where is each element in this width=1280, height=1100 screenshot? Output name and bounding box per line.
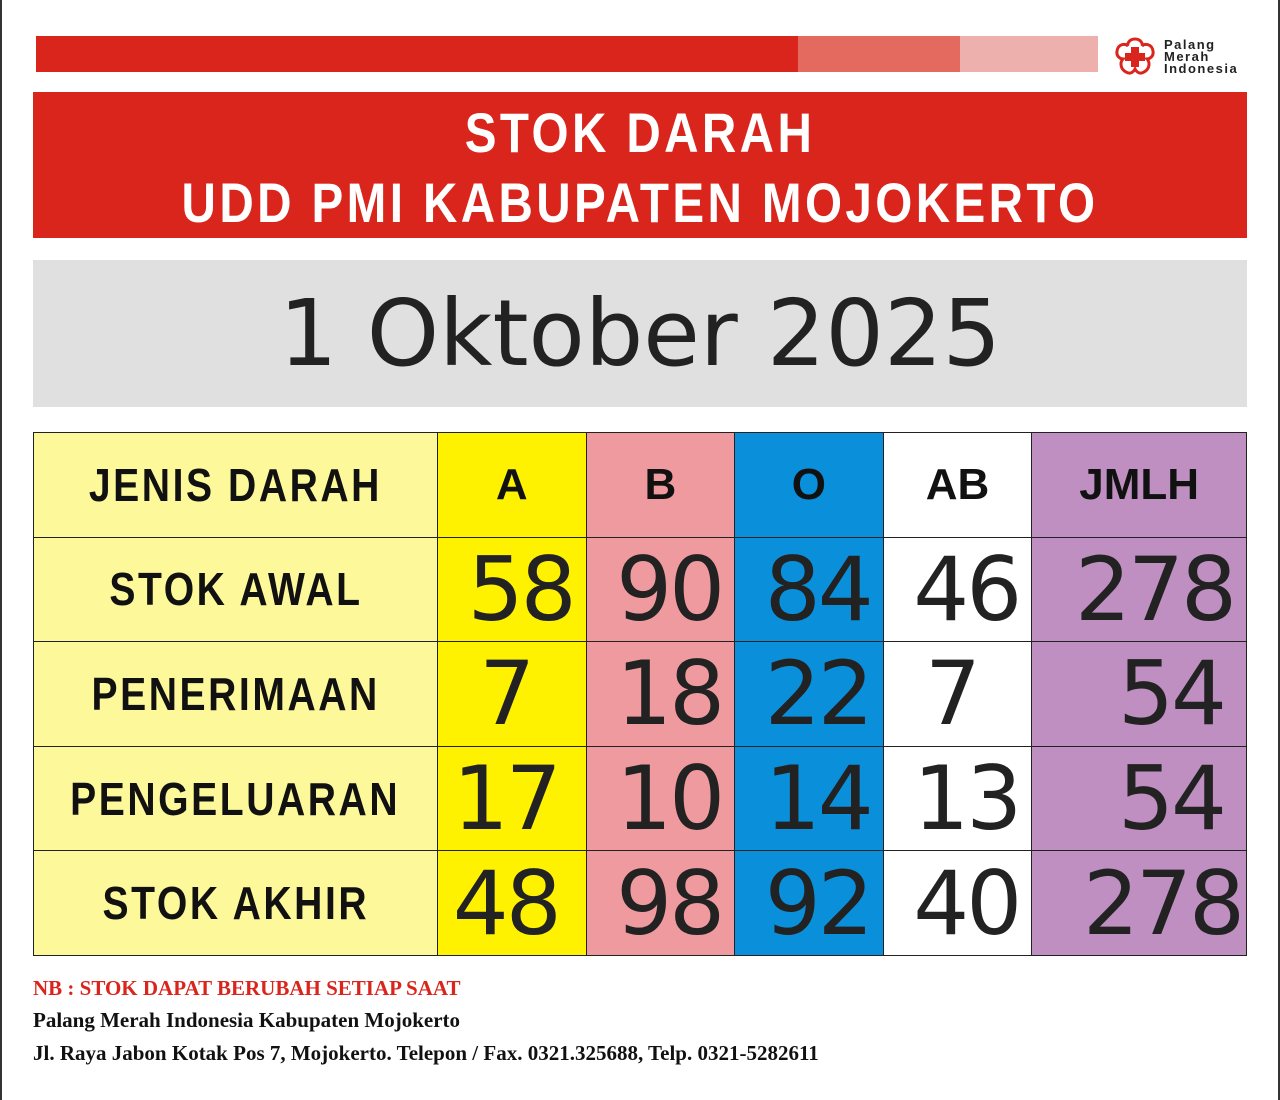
header-cell: A xyxy=(437,432,587,538)
value-cell: 92 xyxy=(734,850,884,956)
value-cell: 14 xyxy=(734,745,884,852)
value-cell: 7 xyxy=(882,641,1033,747)
value-cell: 48 xyxy=(437,850,587,956)
value-cell: 90 xyxy=(585,536,736,643)
value-cell: 7 xyxy=(437,641,587,747)
value-cell: 46 xyxy=(882,536,1033,643)
value-cell: 54 xyxy=(1031,641,1247,747)
logo-text-line: Merah xyxy=(1164,49,1210,64)
organization-address: Jl. Raya Jabon Kotak Pos 7, Mojokerto. T… xyxy=(33,1041,819,1065)
decor-bar-red xyxy=(36,36,798,72)
title-banner: STOK DARAH UDD PMI KABUPATEN MOJOKERTO xyxy=(33,92,1247,238)
table-row: PENGELUARAN 17 10 14 13 54 xyxy=(33,745,1247,852)
header-cell: JMLH xyxy=(1031,432,1247,538)
value-cell: 22 xyxy=(734,641,884,747)
header-cell: AB xyxy=(882,432,1033,538)
value-cell: 84 xyxy=(734,536,884,643)
row-label: STOK AKHIR xyxy=(33,850,438,956)
value-cell: 54 xyxy=(1031,745,1247,852)
date-banner: 1 Oktober 2025 xyxy=(33,260,1247,407)
row-label: PENERIMAAN xyxy=(33,641,438,747)
stock-note: NB : STOK DAPAT BERUBAH SETIAP SAAT xyxy=(33,976,461,1000)
header-cell: B xyxy=(585,432,736,538)
row-label: PENGELUARAN xyxy=(33,745,438,852)
value-cell: 278 xyxy=(1031,850,1247,956)
value-cell: 40 xyxy=(882,850,1033,956)
value-cell: 98 xyxy=(585,850,736,956)
value-cell: 18 xyxy=(585,641,736,747)
value-cell: 58 xyxy=(437,536,587,643)
table-row: STOK AWAL 58 90 84 46 278 xyxy=(33,536,1247,643)
blood-stock-table: JENIS DARAH A B O AB JMLH STOK AWAL 58 9… xyxy=(33,432,1247,956)
decor-bar-mid xyxy=(798,36,960,72)
row-label: STOK AWAL xyxy=(33,536,438,643)
table-header-row: JENIS DARAH A B O AB JMLH xyxy=(33,432,1247,538)
header-cell: O xyxy=(734,432,884,538)
organization-name: Palang Merah Indonesia Kabupaten Mojoker… xyxy=(33,1008,461,1032)
title-line-2: UDD PMI KABUPATEN MOJOKERTO xyxy=(181,171,1099,234)
table-row: PENERIMAAN 7 18 22 7 54 xyxy=(33,641,1247,747)
red-cross-flower-icon xyxy=(1115,37,1155,75)
value-cell: 17 xyxy=(437,745,587,852)
decor-bar-light xyxy=(960,36,1098,72)
table-row: STOK AKHIR 48 98 92 40 278 xyxy=(33,850,1247,956)
value-cell: 278 xyxy=(1031,536,1247,643)
pmi-logo: Palang Merah Indonesia xyxy=(1114,36,1238,78)
title-line-1: STOK DARAH xyxy=(464,101,816,164)
value-cell: 13 xyxy=(882,745,1033,852)
logo-text-line: Indonesia xyxy=(1164,61,1239,76)
value-cell: 10 xyxy=(585,745,736,852)
header-cell: JENIS DARAH xyxy=(33,432,438,538)
logo-text-line: Palang xyxy=(1164,37,1216,52)
